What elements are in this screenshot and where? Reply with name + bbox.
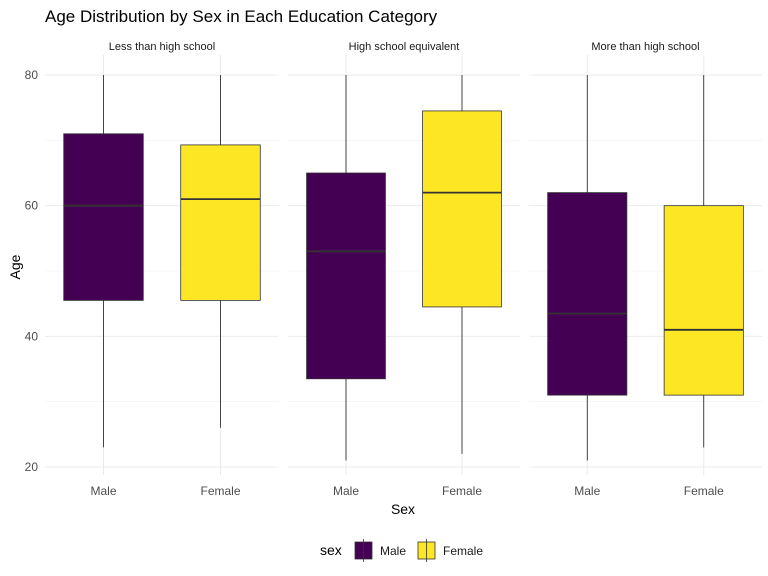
box-male	[547, 75, 628, 461]
legend-label: Female	[443, 544, 483, 558]
box-male	[63, 75, 144, 448]
box-body	[547, 192, 628, 396]
facet-label: High school equivalent	[349, 41, 460, 53]
x-axis-title: Sex	[391, 501, 415, 517]
x-tick-label: Male	[90, 484, 116, 498]
box-female	[422, 75, 502, 454]
box-male	[306, 75, 386, 461]
x-tick-label: Male	[333, 484, 359, 498]
facet-panel: High school equivalent Male Female	[288, 41, 520, 498]
box-body	[422, 110, 502, 308]
y-tick-label: 60	[25, 199, 39, 213]
x-tick-label: Female	[200, 484, 240, 498]
box-body	[306, 172, 386, 380]
legend-label: Male	[380, 544, 406, 558]
legend-item-female: Female	[417, 539, 483, 562]
box-female	[663, 75, 744, 448]
legend-item-male: Male	[354, 539, 406, 562]
y-tick-label: 20	[25, 460, 39, 474]
y-axis-title: Age	[7, 254, 23, 279]
y-tick-label: 40	[25, 329, 39, 343]
x-tick-label: Female	[684, 484, 724, 498]
box-female	[180, 75, 261, 428]
box-body	[180, 144, 261, 301]
y-tick-label: 80	[25, 68, 39, 82]
box-body	[663, 205, 744, 396]
chart-title: Age Distribution by Sex in Each Educatio…	[45, 7, 438, 26]
legend-title: sex	[320, 542, 342, 558]
legend: sex Male Female	[320, 539, 483, 562]
facet-label: Less than high school	[109, 41, 215, 53]
x-tick-label: Female	[442, 484, 482, 498]
box-body	[63, 133, 144, 301]
x-tick-label: Male	[574, 484, 600, 498]
facet-panel: Less than high school Male Female	[45, 41, 279, 498]
facet-panel: More than high school Male Female	[529, 41, 762, 498]
y-axis: 20 40 60 80	[25, 68, 39, 474]
facet-label: More than high school	[591, 41, 699, 53]
